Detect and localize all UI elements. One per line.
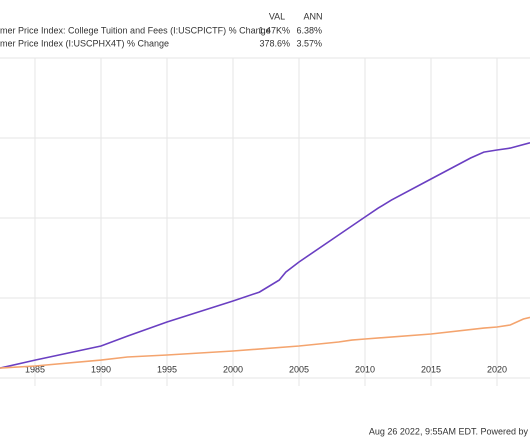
x-tick-label: 2020 [487,364,507,374]
x-tick-label: 1995 [157,364,177,374]
legend-value: 3.57% [296,38,322,48]
legend-value: 378.6% [259,38,290,48]
x-tick-label: 2000 [223,364,243,374]
footer: Aug 26 2022, 9:55AM EDT. Powered by [369,426,529,436]
legend-header: VAL [269,11,285,21]
x-tick-label: 2005 [289,364,309,374]
legend-label: mer Price Index (I:USCPHX4T) % Change [0,38,169,48]
x-tick-label: 2010 [355,364,375,374]
legend-label: mer Price Index: College Tuition and Fee… [0,25,271,35]
legend-value: 1.47K% [258,25,290,35]
x-tick-label: 2015 [421,364,441,374]
legend-value: 6.38% [296,25,322,35]
legend-header: ANN [303,11,322,21]
x-tick-label: 1990 [91,364,111,374]
line [0,316,530,369]
x-tick-label: 1985 [25,364,45,374]
line [0,142,530,369]
